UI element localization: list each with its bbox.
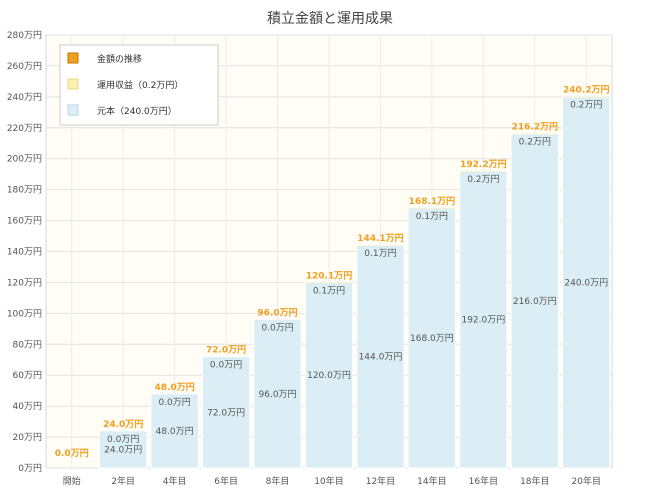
bar-gain — [562, 96, 610, 98]
y-tick-label: 80万円 — [13, 339, 42, 350]
y-tick-label: 120万円 — [7, 277, 42, 288]
bar-total-label: 168.1万円 — [409, 196, 455, 207]
bar-principal-label: 120.0万円 — [307, 370, 351, 381]
bar-principal-label: 192.0万円 — [461, 315, 505, 326]
bar-principal — [253, 319, 302, 469]
bar-principal — [562, 96, 611, 469]
legend-item-total-swatch — [67, 52, 79, 64]
bar-principal — [510, 133, 559, 469]
bar-total-label: 240.2万円 — [563, 85, 609, 96]
y-tick-label: 140万円 — [7, 247, 42, 258]
legend-item-principal-label: 元本（240.0万円） — [97, 105, 177, 117]
x-tick-label: 18年目 — [520, 475, 549, 487]
bar-gain-label: 0.1万円 — [416, 211, 448, 222]
bar-principal-label: 240.0万円 — [564, 277, 608, 288]
bar-gain-label: 0.2万円 — [519, 137, 551, 148]
bar-gain-label: 0.1万円 — [313, 285, 345, 296]
bar-principal — [150, 393, 199, 469]
bar-gain — [305, 282, 353, 283]
y-tick-label: 180万円 — [7, 185, 42, 196]
y-tick-label: 260万円 — [7, 61, 42, 72]
bar-total-label: 96.0万円 — [257, 308, 297, 319]
chart-title: 積立金額と運用成果 — [267, 11, 393, 27]
y-tick-label: 0万円 — [18, 463, 42, 474]
bar-gain-label: 0.0万円 — [107, 434, 139, 445]
bar-principal-label: 168.0万円 — [410, 333, 454, 344]
legend-item-total-label: 金額の推移 — [97, 53, 142, 65]
x-tick-label: 8年目 — [266, 475, 290, 487]
bar-principal — [459, 170, 508, 469]
y-tick-label: 60万円 — [13, 370, 42, 381]
bar-total-label: 0.0万円 — [55, 448, 89, 459]
bar-total-label: 216.2万円 — [512, 122, 558, 133]
bar-total-label: 24.0万円 — [103, 419, 143, 430]
bar-total-label: 192.2万円 — [460, 159, 506, 170]
bar-gain — [459, 170, 508, 172]
bar-principal-label: 216.0万円 — [513, 296, 557, 307]
x-tick-label: 6年目 — [214, 475, 238, 487]
x-tick-label: 14年目 — [417, 475, 446, 487]
x-tick-label: 4年目 — [163, 475, 187, 487]
y-tick-label: 100万円 — [7, 308, 42, 319]
bar-gain — [408, 208, 456, 209]
y-tick-label: 280万円 — [7, 30, 42, 41]
x-tick-label: 16年目 — [469, 475, 498, 487]
bar-principal — [99, 430, 148, 469]
bar-gain-label: 0.0万円 — [210, 360, 242, 371]
legend-item-gain-swatch — [67, 78, 79, 90]
bar-principal — [201, 356, 251, 469]
bar-total-label: 72.0万円 — [206, 345, 246, 356]
bar-gain-label: 0.2万円 — [570, 100, 602, 111]
bar-principal-label: 48.0万円 — [156, 426, 194, 437]
legend-item-gain-label: 運用収益（0.2万円） — [97, 79, 183, 91]
y-tick-label: 160万円 — [7, 216, 42, 227]
x-tick-label: 20年目 — [572, 475, 601, 487]
bar-principal — [356, 244, 405, 469]
bar-gain-label: 0.0万円 — [158, 397, 190, 408]
bar-gain — [511, 133, 559, 135]
bar-principal-label: 96.0万円 — [259, 389, 297, 400]
y-tick-label: 240万円 — [7, 92, 42, 103]
x-tick-label: 開始 — [63, 475, 81, 487]
x-tick-label: 10年目 — [314, 475, 343, 487]
bar-total-label: 48.0万円 — [155, 382, 195, 393]
bar-gain-label: 0.0万円 — [261, 323, 293, 334]
bar-principal-label: 24.0万円 — [104, 444, 142, 455]
legend-item-principal-swatch — [67, 104, 79, 116]
y-tick-label: 220万円 — [7, 123, 42, 134]
bar-total-label: 120.1万円 — [306, 270, 352, 281]
bar-gain-label: 0.2万円 — [467, 174, 499, 185]
bar-gain — [356, 245, 405, 246]
legend-box — [59, 44, 219, 126]
bar-principal-label: 72.0万円 — [207, 407, 245, 418]
bar-principal — [407, 207, 457, 469]
y-tick-label: 40万円 — [13, 401, 42, 412]
x-tick-label: 2年目 — [111, 475, 135, 487]
y-tick-label: 20万円 — [13, 432, 42, 443]
y-tick-label: 200万円 — [7, 154, 42, 165]
x-tick-label: 12年目 — [366, 475, 395, 487]
bar-principal-label: 144.0万円 — [359, 352, 403, 363]
bar-gain-label: 0.1万円 — [364, 248, 396, 259]
bar-principal — [304, 281, 354, 469]
bar-total-label: 144.1万円 — [357, 233, 403, 244]
